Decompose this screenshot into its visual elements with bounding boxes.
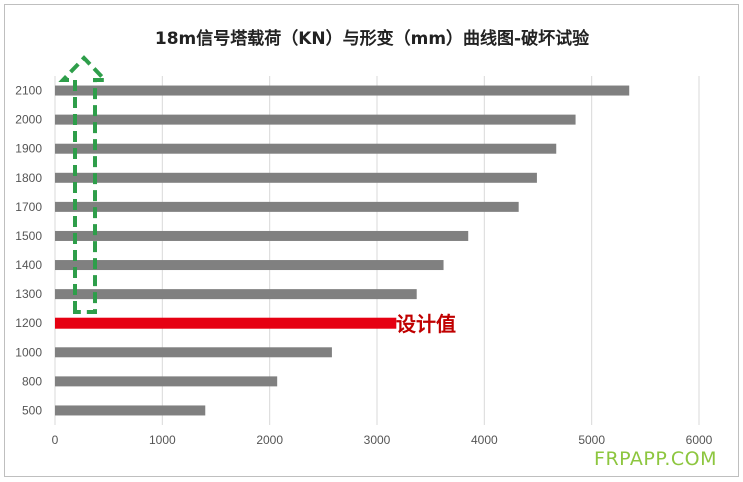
- bar: [55, 347, 332, 358]
- x-tick-label: 1000: [149, 433, 176, 447]
- bar: [55, 172, 537, 183]
- y-tick-label: 1400: [15, 258, 42, 272]
- chart-title: 18m信号塔载荷（KN）与形变（mm）曲线图-破坏试验: [155, 28, 590, 49]
- design-value-bar: [55, 317, 397, 329]
- bar: [55, 376, 278, 387]
- x-tick-label: 2000: [256, 433, 283, 447]
- bar: [55, 85, 630, 96]
- arrow-outline: [58, 55, 110, 314]
- x-tick-label: 4000: [471, 433, 498, 447]
- bar: [55, 405, 206, 416]
- y-tick-label: 2100: [15, 84, 42, 98]
- x-tick-label: 3000: [364, 433, 391, 447]
- bar: [55, 289, 417, 300]
- design-value-label: 设计值: [396, 312, 456, 336]
- dashed-up-arrow-icon: [58, 55, 110, 314]
- y-tick-label: 2000: [15, 113, 42, 127]
- x-axis-labels: 0 1000 2000 3000 4000 5000 6000: [52, 433, 713, 447]
- chart-frame: [4, 4, 739, 477]
- y-tick-label: 800: [22, 374, 42, 388]
- watermark: FRPAPP.COM: [594, 448, 717, 470]
- y-axis-labels: 2100 2000 1900 1800 1700 1500 1400 1300 1200 1000…: [15, 84, 42, 418]
- y-tick-label: 500: [22, 403, 42, 417]
- y-tick-label: 1800: [15, 171, 42, 185]
- bar: [55, 201, 519, 212]
- x-tick-label: 0: [52, 433, 59, 447]
- y-tick-label: 1900: [15, 142, 42, 156]
- bar: [55, 260, 444, 271]
- y-tick-label: 1500: [15, 229, 42, 243]
- grid-lines: [54, 76, 700, 425]
- y-tick-label: 1300: [15, 287, 42, 301]
- bar: [55, 114, 576, 125]
- bar: [55, 230, 469, 241]
- y-tick-label: 1000: [15, 345, 42, 359]
- y-tick-label: 1200: [15, 316, 42, 330]
- bars: [55, 85, 630, 416]
- x-tick-label: 6000: [686, 433, 713, 447]
- y-tick-label: 1700: [15, 200, 42, 214]
- bar: [55, 143, 557, 154]
- x-tick-label: 5000: [578, 433, 605, 447]
